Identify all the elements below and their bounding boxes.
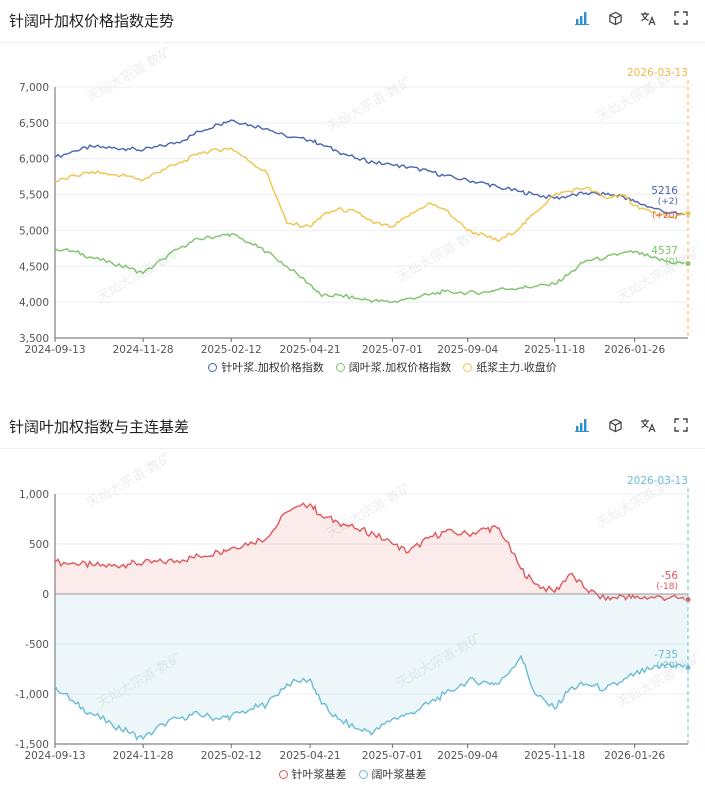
y-tick-label: 5,000: [19, 225, 49, 237]
series-area-2: [55, 594, 688, 740]
end-delta-label: (+2): [658, 197, 678, 207]
y-tick-label: 0: [42, 589, 49, 601]
legend-marker: [463, 362, 473, 372]
title-divider: [0, 448, 705, 449]
watermark-text: 天灿大宗道·数矿: [324, 74, 414, 135]
bar-chart-icon[interactable]: [572, 415, 592, 435]
y-tick-label: -500: [25, 639, 49, 651]
y-tick-label: 6,500: [19, 118, 49, 130]
end-delta-label: (-18): [656, 582, 678, 592]
x-tick-label: 2025-11-18: [524, 344, 585, 356]
x-tick-label: 2025-04-21: [280, 344, 341, 356]
x-tick-label: 2025-11-18: [524, 750, 585, 762]
end-date-label: 2026-03-13: [627, 475, 688, 487]
legend-item[interactable]: 阔叶浆.加权价格指数: [335, 359, 452, 375]
watermark-text: 天灿大宗道·数矿: [394, 224, 484, 285]
series-line-1: [54, 119, 689, 217]
legend-item[interactable]: 针叶浆基差: [278, 766, 347, 782]
end-delta-label: (0): [665, 257, 678, 267]
x-tick-label: 2024-09-13: [24, 750, 85, 762]
x-tick-label: 2026-01-26: [604, 750, 665, 762]
legend-label: 阔叶浆.加权价格指数: [348, 361, 452, 374]
price-index-panel: 针阔叶加权价格指数走势 天灿大宗道·数矿 天灿大宗道·数矿 天灿大宗道·数矿 天灿大宗…: [0, 0, 705, 392]
bar-chart-icon[interactable]: [572, 8, 592, 28]
legend-label: 针叶浆基差: [291, 768, 347, 781]
x-tick-label: 2024-11-28: [113, 344, 174, 356]
end-value-label: -735: [654, 649, 678, 661]
cube-icon[interactable]: [605, 8, 625, 28]
legend-marker: [208, 362, 218, 372]
end-value-label: 5216: [651, 185, 678, 197]
x-tick-label: 2025-07-01: [362, 344, 423, 356]
x-tick-label: 2025-02-12: [201, 344, 262, 356]
y-tick-label: 7,000: [19, 82, 49, 94]
panel-title: 针阔叶加权价格指数走势: [9, 12, 175, 30]
chart-legend: 针叶浆基差 阔叶浆基差: [0, 766, 705, 782]
watermark-text: 天灿大宗道·数矿: [84, 44, 174, 105]
legend-label: 阔叶浆基差: [371, 768, 427, 781]
series-line-2: [54, 654, 689, 741]
legend-label: 针叶浆.加权价格指数: [221, 361, 324, 374]
y-tick-label: 3,500: [19, 333, 49, 345]
watermark-text: 天灿大宗道·数矿: [84, 450, 174, 511]
series-line-3: [54, 147, 689, 242]
basis-panel: 针阔叶加权指数与主连基差 天灿大宗道·数矿 天灿大宗道·数矿 天灿大宗道·数矿 天灿大…: [0, 408, 705, 785]
end-delta-label: (+20): [652, 211, 678, 221]
x-tick-label: 2026-01-26: [604, 344, 665, 356]
end-value-label: -56: [661, 570, 678, 582]
legend-label: 纸浆主力.收盘价: [476, 361, 557, 374]
end-date-label: 2026-03-13: [627, 67, 688, 79]
panel-title: 针阔叶加权指数与主连基差: [9, 418, 190, 436]
title-divider: [0, 42, 705, 43]
y-tick-label: 5,500: [19, 190, 49, 202]
x-tick-label: 2024-11-28: [113, 750, 174, 762]
cube-icon[interactable]: [605, 415, 625, 435]
series-line-1: [54, 502, 689, 602]
legend-item[interactable]: 阔叶浆基差: [358, 766, 427, 782]
end-delta-label: (-20): [656, 661, 678, 671]
fullscreen-icon[interactable]: [671, 415, 691, 435]
translate-icon[interactable]: [638, 415, 658, 435]
chart-legend: 针叶浆.加权价格指数 阔叶浆.加权价格指数 纸浆主力.收盘价: [60, 359, 705, 375]
fullscreen-icon[interactable]: [671, 8, 691, 28]
y-tick-label: 4,500: [19, 261, 49, 273]
legend-item[interactable]: 针叶浆.加权价格指数: [208, 359, 324, 375]
x-tick-label: 2025-04-21: [280, 750, 341, 762]
y-tick-label: 500: [29, 539, 49, 551]
legend-marker: [278, 769, 288, 779]
legend-item[interactable]: 纸浆主力.收盘价: [463, 359, 557, 375]
y-tick-label: 4,000: [19, 297, 49, 309]
y-tick-label: -1,000: [15, 689, 49, 701]
legend-marker: [358, 769, 368, 779]
x-tick-label: 2025-07-01: [362, 750, 423, 762]
x-tick-label: 2024-09-13: [24, 344, 85, 356]
y-tick-label: -1,500: [15, 739, 49, 751]
x-tick-label: 2025-09-04: [437, 750, 498, 762]
y-tick-label: 1,000: [19, 489, 49, 501]
x-tick-label: 2025-09-04: [437, 344, 498, 356]
chart-toolbar: [572, 415, 691, 435]
translate-icon[interactable]: [638, 8, 658, 28]
x-tick-label: 2025-02-12: [201, 750, 262, 762]
end-value-label: 4537: [651, 245, 678, 257]
y-tick-label: 6,000: [19, 154, 49, 166]
chart-toolbar: [572, 8, 691, 28]
legend-marker: [335, 362, 345, 372]
series-line-2: [54, 232, 689, 304]
